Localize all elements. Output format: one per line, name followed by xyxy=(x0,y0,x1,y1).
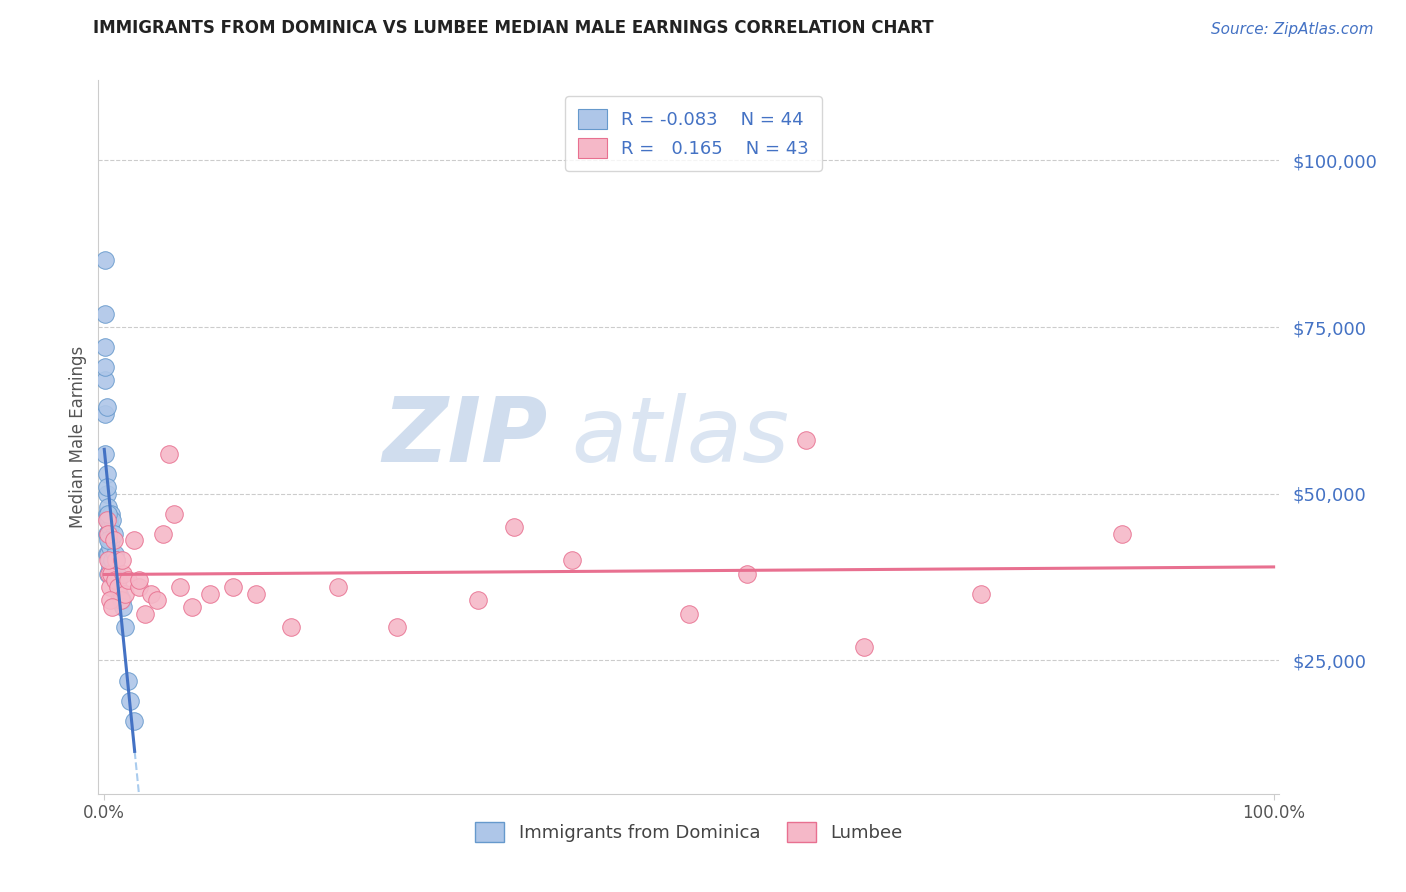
Point xyxy=(104,553,127,567)
Point xyxy=(104,553,127,567)
Point xyxy=(94,359,117,374)
Point xyxy=(678,607,700,621)
Point xyxy=(98,560,121,574)
Point xyxy=(222,580,245,594)
Point xyxy=(970,587,993,601)
Point xyxy=(467,593,489,607)
Point xyxy=(385,620,408,634)
Point xyxy=(98,520,121,534)
Point xyxy=(169,580,191,594)
Point xyxy=(98,593,121,607)
Point xyxy=(108,587,131,601)
Point xyxy=(100,533,122,548)
Point xyxy=(111,593,134,607)
Point xyxy=(100,507,122,521)
Point xyxy=(111,600,134,615)
Point xyxy=(97,513,120,527)
Point xyxy=(103,526,125,541)
Point xyxy=(94,447,117,461)
Point xyxy=(96,487,118,501)
Point xyxy=(326,580,349,594)
Point xyxy=(96,507,118,521)
Point xyxy=(122,533,145,548)
Point xyxy=(96,513,118,527)
Point xyxy=(98,540,121,554)
Point xyxy=(97,533,120,548)
Point xyxy=(122,714,145,728)
Point xyxy=(97,553,120,567)
Point xyxy=(152,526,174,541)
Point xyxy=(139,587,162,601)
Point xyxy=(97,500,120,515)
Point xyxy=(96,547,118,561)
Point xyxy=(280,620,302,634)
Point xyxy=(794,434,817,448)
Point xyxy=(128,574,150,588)
Text: Source: ZipAtlas.com: Source: ZipAtlas.com xyxy=(1212,22,1374,37)
Point xyxy=(737,566,759,581)
Point xyxy=(100,566,122,581)
Point xyxy=(98,580,121,594)
Point xyxy=(118,693,141,707)
Point xyxy=(111,553,134,567)
Point xyxy=(117,574,139,588)
Point xyxy=(105,566,128,581)
Point xyxy=(97,513,120,527)
Point xyxy=(97,566,120,581)
Point xyxy=(104,574,127,588)
Point xyxy=(561,553,583,567)
Text: atlas: atlas xyxy=(571,393,789,481)
Point xyxy=(181,600,204,615)
Point xyxy=(101,600,124,615)
Point xyxy=(96,400,118,414)
Text: ZIP: ZIP xyxy=(382,393,547,481)
Point xyxy=(110,593,132,607)
Point xyxy=(103,533,125,548)
Point xyxy=(103,566,125,581)
Point xyxy=(157,447,180,461)
Legend: Immigrants from Dominica, Lumbee: Immigrants from Dominica, Lumbee xyxy=(468,814,910,849)
Point xyxy=(114,587,136,601)
Text: IMMIGRANTS FROM DOMINICA VS LUMBEE MEDIAN MALE EARNINGS CORRELATION CHART: IMMIGRANTS FROM DOMINICA VS LUMBEE MEDIA… xyxy=(93,20,934,37)
Point xyxy=(111,566,134,581)
Point xyxy=(94,373,117,387)
Point xyxy=(97,526,120,541)
Point xyxy=(146,593,169,607)
Y-axis label: Median Male Earnings: Median Male Earnings xyxy=(69,346,87,528)
Point xyxy=(97,547,120,561)
Point xyxy=(97,553,120,567)
Point xyxy=(853,640,876,655)
Point xyxy=(107,574,129,588)
Point xyxy=(96,526,118,541)
Point xyxy=(134,607,156,621)
Point xyxy=(101,553,124,567)
Point xyxy=(163,507,186,521)
Point xyxy=(97,526,120,541)
Point xyxy=(117,673,139,688)
Point xyxy=(101,513,124,527)
Point xyxy=(94,340,117,354)
Point xyxy=(97,533,120,548)
Point xyxy=(96,480,118,494)
Point xyxy=(97,566,120,581)
Point xyxy=(104,547,127,561)
Point xyxy=(114,620,136,634)
Point xyxy=(502,520,524,534)
Point xyxy=(245,587,267,601)
Point xyxy=(97,507,120,521)
Point xyxy=(94,407,117,421)
Point xyxy=(1111,526,1133,541)
Point xyxy=(96,467,118,481)
Point xyxy=(198,587,221,601)
Point xyxy=(128,580,150,594)
Point xyxy=(94,253,117,268)
Point xyxy=(107,580,129,594)
Point xyxy=(94,307,117,321)
